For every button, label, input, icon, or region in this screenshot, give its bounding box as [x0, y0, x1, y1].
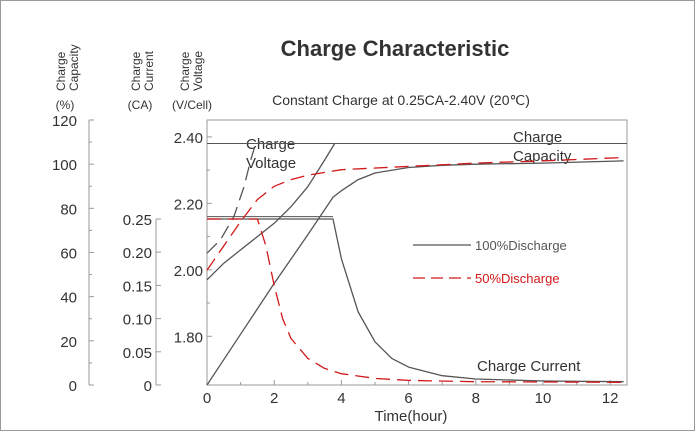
chart-title: Charge Characteristic: [281, 36, 510, 61]
current-tick-label: 0.15: [123, 278, 152, 295]
x-axis-label: Time(hour): [375, 408, 448, 425]
current-tick-label: 0.05: [123, 345, 152, 362]
voltage-axis-unit: (V/Cell): [172, 98, 212, 112]
series-100pct-discharge-charge-current: [207, 218, 624, 383]
capacity-tick-label: 40: [60, 290, 77, 307]
capacity-tick-label: 0: [69, 378, 77, 395]
voltage-axis-label-line1: Charge: [178, 51, 192, 91]
series-50pct-discharge-charge-voltage: [206, 143, 257, 254]
voltage-tick-label: 2.00: [174, 263, 203, 280]
capacity-tick-label: 20: [60, 334, 77, 351]
current-axis-label-line1: Charge: [129, 51, 143, 91]
x-tick-label: 0: [203, 390, 211, 407]
voltage-tick-label: 2.40: [174, 130, 203, 147]
current-axis-label-line2: Current: [142, 50, 156, 91]
capacity-axis-label-line1: Charge: [54, 51, 68, 91]
series-100pct-discharge-charge-voltage: [206, 143, 336, 281]
charge-capacity-annotation-line1: Charge: [513, 129, 562, 146]
x-tick-label: 10: [535, 390, 552, 407]
charge-voltage-annotation-line1: Charge: [246, 136, 295, 153]
capacity-tick-label: 120: [52, 113, 77, 130]
charge-capacity-annotation-line2: Capacity: [513, 148, 572, 165]
x-tick-label: 12: [602, 390, 619, 407]
series-50pct-discharge-charge-capacity: [206, 156, 624, 271]
capacity-tick-label: 80: [60, 201, 77, 218]
x-tick-label: 8: [472, 390, 480, 407]
voltage-tick-label: 1.80: [174, 329, 203, 346]
legend-label-100-discharge: 100%Discharge: [475, 238, 567, 253]
current-axis-unit: (CA): [128, 98, 153, 112]
x-tick-label: 4: [337, 390, 345, 407]
voltage-axis-label-line2: Voltage: [191, 51, 205, 91]
capacity-axis-label-line2: Capacity: [67, 44, 81, 91]
capacity-tick-label: 60: [60, 246, 77, 263]
capacity-tick-label: 100: [52, 157, 77, 174]
x-tick-label: 6: [404, 390, 412, 407]
legend-label-50-discharge: 50%Discharge: [475, 271, 560, 286]
charge-voltage-annotation-line2: Voltage: [246, 155, 296, 172]
current-tick-label: 0.10: [123, 312, 152, 329]
series-50pct-discharge-charge-current: [207, 218, 624, 383]
charge-current-annotation: Charge Current: [477, 358, 581, 375]
voltage-tick-label: 2.20: [174, 196, 203, 213]
x-tick-label: 2: [270, 390, 278, 407]
capacity-axis-unit: (%): [56, 98, 75, 112]
current-tick-label: 0.25: [123, 212, 152, 229]
chart-subtitle: Constant Charge at 0.25CA-2.40V (20℃): [272, 92, 530, 108]
current-tick-label: 0: [144, 378, 152, 395]
current-tick-label: 0.20: [123, 245, 152, 262]
series-100pct-discharge-charge-capacity: [206, 160, 624, 386]
